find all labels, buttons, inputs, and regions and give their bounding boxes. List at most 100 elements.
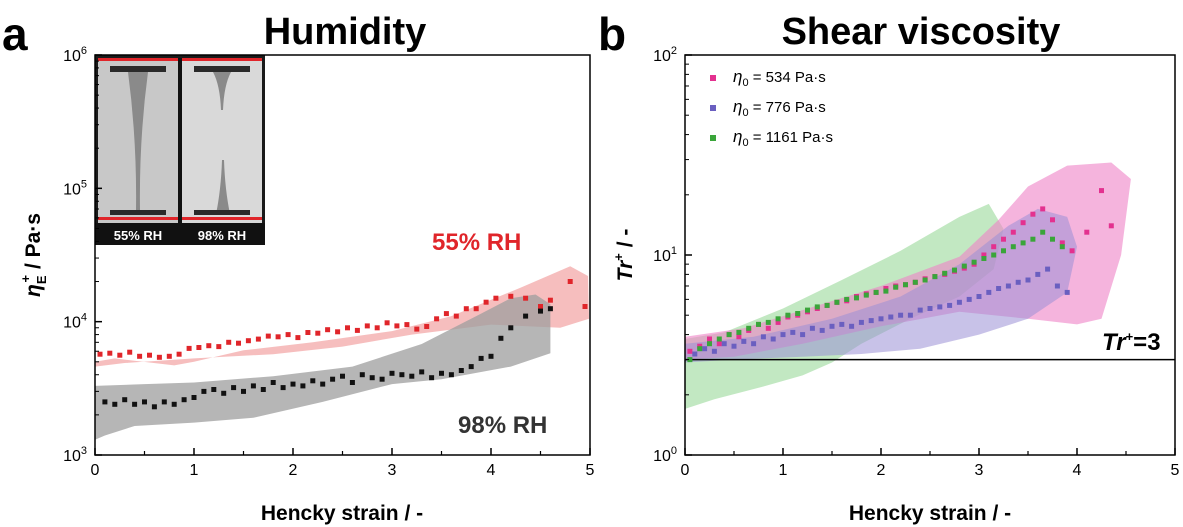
x-tick-label: 2: [289, 462, 298, 479]
panel-a-ylabel-sup: +: [18, 274, 33, 282]
data-point: [270, 380, 276, 385]
tr-threshold-label-main: Tr: [1102, 329, 1127, 356]
data-point: [863, 292, 869, 298]
annotation-98-rh: 98% RH: [458, 412, 547, 439]
data-point: [770, 336, 776, 342]
data-point: [434, 316, 440, 322]
panel-b-x-axis-label: Hencky strain / -: [849, 502, 1011, 525]
data-point: [231, 385, 237, 391]
data-point: [250, 383, 256, 389]
data-point: [741, 338, 747, 344]
data-point: [547, 306, 553, 312]
data-point: [275, 334, 281, 340]
data-point: [255, 336, 261, 342]
data-point: [1010, 244, 1016, 250]
data-point: [414, 326, 420, 332]
data-point: [176, 351, 182, 357]
data-point: [731, 343, 737, 349]
data-point: [726, 332, 732, 338]
panel-a-letter: a: [2, 8, 28, 60]
data-point: [265, 333, 271, 339]
data-point: [1084, 229, 1090, 235]
legend-marker: [710, 105, 716, 111]
data-point: [736, 334, 742, 340]
data-point: [697, 346, 703, 352]
data-point: [942, 270, 948, 276]
tr-threshold-label-sup: +: [1126, 329, 1134, 344]
data-point: [493, 295, 499, 301]
inset-left-bottom-red-line: [98, 217, 178, 220]
data-point: [736, 329, 742, 335]
data-point: [702, 346, 708, 352]
data-point: [868, 318, 874, 324]
inset-right-top-plate: [194, 66, 250, 72]
confidence-band: [95, 294, 551, 440]
y-tick-label: 106: [63, 45, 87, 65]
data-point: [1054, 283, 1060, 289]
data-point: [687, 357, 693, 363]
data-point: [201, 388, 207, 394]
data-point: [216, 344, 222, 350]
data-point: [1025, 277, 1031, 283]
data-point: [991, 252, 997, 258]
data-point: [873, 289, 879, 295]
data-point: [795, 311, 801, 316]
panel-a-ylabel-sub: E: [34, 275, 49, 284]
x-tick-label: 5: [1171, 462, 1180, 479]
data-point: [508, 325, 514, 331]
data-point: [1030, 236, 1036, 242]
data-point: [399, 372, 405, 378]
data-point: [404, 322, 410, 328]
panel-b-ylabel-unit: / -: [614, 229, 637, 254]
inset-left-filament: [128, 72, 148, 210]
data-point: [917, 307, 923, 313]
data-point: [707, 336, 712, 342]
data-point: [829, 323, 835, 329]
confidence-band: [685, 208, 1077, 363]
data-point: [419, 369, 425, 375]
data-point: [102, 399, 108, 405]
data-point: [1045, 266, 1051, 272]
data-point: [320, 381, 326, 387]
x-tick-label: 4: [487, 462, 496, 479]
data-point: [883, 288, 889, 294]
panel-b-points: [687, 188, 1114, 363]
data-point: [295, 335, 301, 341]
data-point: [538, 308, 543, 314]
panel-a-ticks: 0 1 2 3 4 5 103 104 105 106: [63, 45, 594, 479]
data-point: [716, 336, 722, 342]
data-point: [711, 348, 717, 354]
data-point: [305, 330, 311, 335]
data-point: [746, 325, 752, 331]
data-point: [687, 348, 693, 354]
data-point: [364, 323, 370, 329]
data-point: [206, 343, 212, 349]
data-point: [142, 399, 147, 405]
data-point: [117, 352, 123, 358]
panel-b-ticks: 0 1 2 3 4 5 100 101 102: [653, 45, 1179, 479]
data-point: [898, 312, 904, 318]
data-point: [97, 351, 103, 357]
data-point: [181, 397, 187, 403]
y-tick-label: 103: [63, 445, 87, 465]
data-point: [956, 299, 962, 305]
inset-right-bottom-plate: [194, 210, 250, 215]
data-point: [775, 319, 781, 325]
data-point: [161, 399, 167, 405]
data-point: [335, 329, 341, 335]
data-point: [1035, 271, 1041, 277]
data-point: [127, 349, 133, 355]
inset-left-top-red-line: [98, 58, 178, 61]
inset-divider: [178, 58, 182, 245]
data-point: [1059, 244, 1065, 250]
data-point: [458, 368, 464, 373]
data-point: [805, 307, 810, 313]
data-point: [1001, 248, 1006, 254]
inset-right-top-red-line: [182, 58, 262, 61]
data-point: [692, 351, 698, 357]
panel-b-letter: b: [598, 8, 626, 60]
data-point: [112, 401, 118, 407]
data-point: [1010, 229, 1016, 235]
data-point: [384, 320, 390, 326]
data-point: [107, 350, 113, 356]
